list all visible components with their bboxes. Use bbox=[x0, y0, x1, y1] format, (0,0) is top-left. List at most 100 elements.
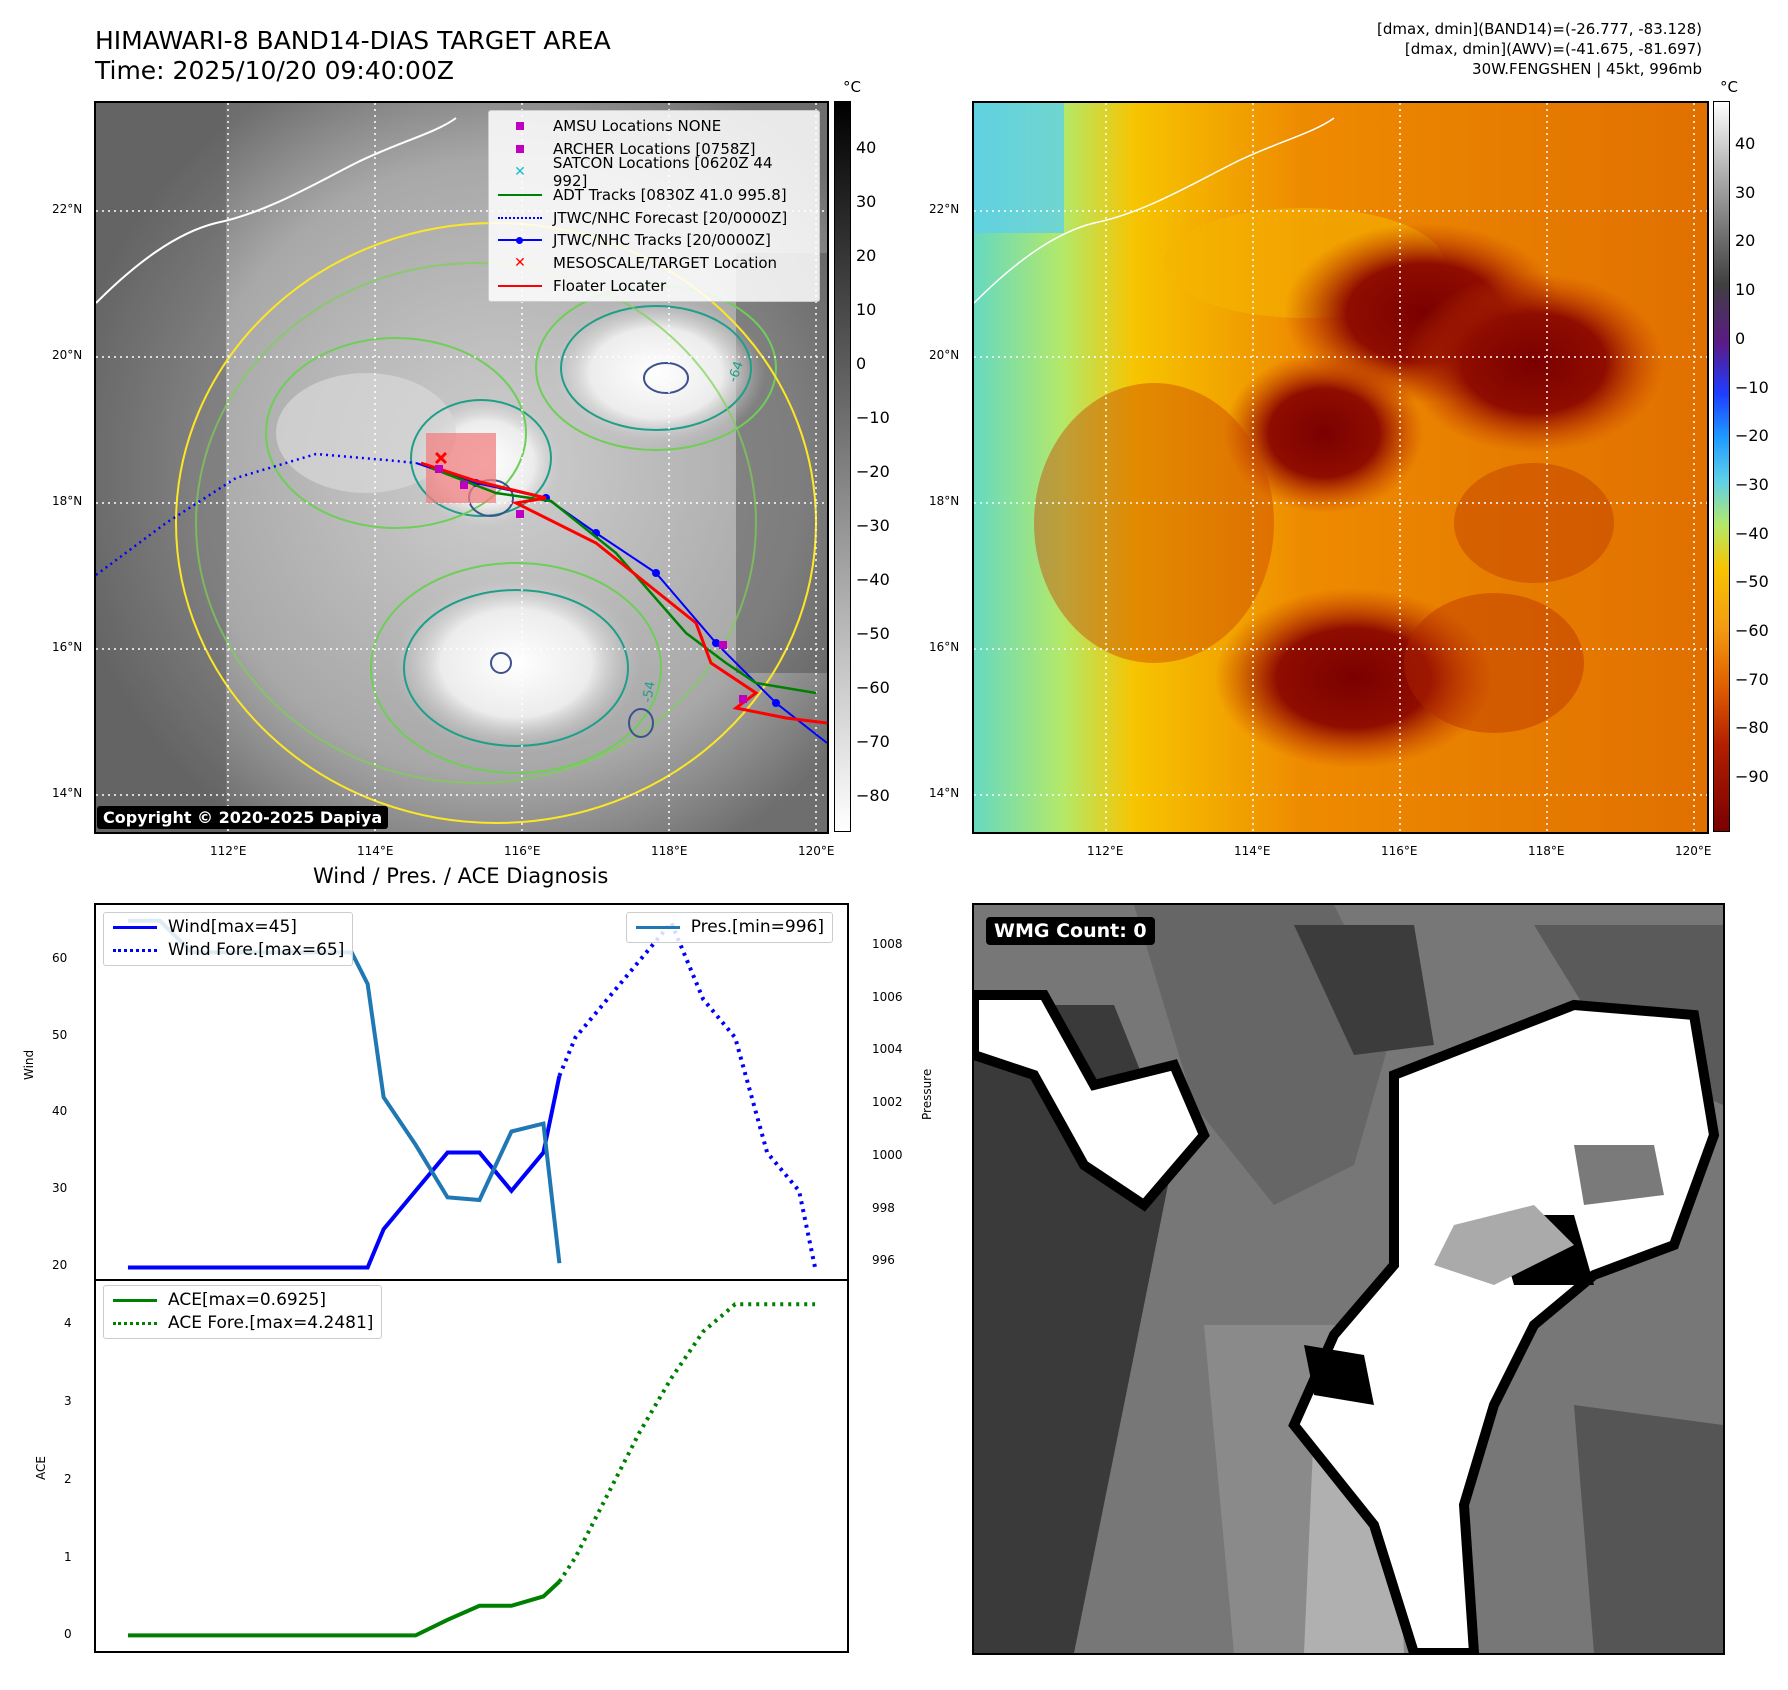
wind-tick-label: 20 bbox=[52, 1257, 68, 1272]
awv-colorbar-tick: −90 bbox=[1735, 767, 1769, 787]
lon-tick-label: 118°E bbox=[651, 844, 688, 858]
dotted-line-icon bbox=[113, 1321, 157, 1325]
ir-colorbar-tick: 0 bbox=[856, 354, 867, 373]
pressure-tick-label: 996 bbox=[872, 1253, 895, 1268]
dotted-line-icon bbox=[498, 216, 542, 219]
ir-colorbar-tick: −50 bbox=[856, 624, 890, 643]
pres-legend: Pres.[min=996] bbox=[625, 912, 833, 943]
awv-colorbar-tick: 20 bbox=[1735, 231, 1756, 251]
x-marker-icon: ✕ bbox=[514, 163, 526, 180]
lon-tick-label: 116°E bbox=[1381, 844, 1418, 858]
legend-ace-forecast: ACE Fore.[max=4.2481] bbox=[112, 1312, 373, 1335]
lon-tick-label: 120°E bbox=[1675, 844, 1712, 858]
lat-tick-label: 18°N bbox=[929, 494, 960, 508]
x-marker-icon: ✕ bbox=[514, 255, 526, 272]
ir-colorbar-tick: −60 bbox=[856, 678, 890, 697]
ir-colorbar-tick: −70 bbox=[856, 732, 890, 751]
lon-tick-label: 116°E bbox=[504, 844, 541, 858]
ace-forecast-line bbox=[557, 1302, 816, 1583]
wmg-panel: WMG Count: 0 bbox=[972, 903, 1725, 1655]
lat-tick-label: 22°N bbox=[929, 202, 960, 216]
target-location-marker bbox=[434, 451, 448, 465]
ir-colorbar bbox=[834, 101, 851, 832]
legend-wind-forecast: Wind Fore.[max=65] bbox=[112, 939, 344, 962]
archer-markers bbox=[435, 465, 747, 703]
contour-label-64: -64 bbox=[726, 359, 747, 384]
wind-pressure-panel: Wind[max=45] Wind Fore.[max=65] Pres.[mi… bbox=[94, 903, 849, 1281]
ace-tick-label: 4 bbox=[64, 1315, 72, 1330]
ir-colorbar-tick: −30 bbox=[856, 516, 890, 535]
info-band14: [dmax, dmin](BAND14)=(-26.777, -83.128) bbox=[1377, 20, 1702, 38]
pressure-tick-label: 1006 bbox=[872, 989, 903, 1004]
ir-map-panel: -64 -54 AMSU Locations NONE ARCHER Locat… bbox=[94, 101, 829, 834]
copyright-badge: Copyright © 2020-2025 Dapiya bbox=[97, 806, 389, 829]
ace-plot bbox=[127, 1302, 816, 1638]
line-marker-icon bbox=[635, 925, 680, 929]
wind-tick-label: 40 bbox=[52, 1104, 68, 1119]
ir-colorbar-tick: 10 bbox=[856, 300, 877, 319]
pressure-tick-label: 1000 bbox=[872, 1147, 903, 1162]
lat-tick-label: 16°N bbox=[52, 640, 83, 654]
legend-satcon: ✕ SATCON Locations [0620Z 44 992] bbox=[497, 154, 811, 190]
ir-colorbar-tick: 40 bbox=[856, 138, 877, 157]
ace-line bbox=[127, 1580, 561, 1638]
info-storm: 30W.FENGSHEN | 45kt, 996mb bbox=[1472, 60, 1702, 78]
lon-tick-label: 118°E bbox=[1528, 844, 1565, 858]
square-marker-icon bbox=[516, 122, 524, 131]
wind-forecast-line bbox=[557, 918, 818, 1268]
ace-tick-label: 3 bbox=[64, 1393, 72, 1408]
awv-colorbar-tick: −60 bbox=[1735, 621, 1769, 640]
pressure-tick-label: 998 bbox=[872, 1200, 895, 1215]
awv-colorbar-tick: 40 bbox=[1735, 134, 1756, 153]
wind-tick-label: 50 bbox=[52, 1027, 68, 1042]
awv-colorbar-tick: −40 bbox=[1735, 523, 1769, 543]
lon-tick-label: 112°E bbox=[1087, 844, 1124, 858]
pressure-tick-label: 1004 bbox=[872, 1042, 903, 1057]
legend-floater: Floater Locater bbox=[497, 275, 811, 298]
awv-colorbar-tick: 10 bbox=[1735, 280, 1756, 300]
lon-tick-label: 120°E bbox=[798, 844, 835, 858]
square-marker-icon bbox=[516, 145, 524, 154]
ace-tick-label: 2 bbox=[64, 1471, 72, 1486]
awv-colorbar-tick: −70 bbox=[1735, 669, 1769, 689]
line-marker-icon bbox=[113, 1298, 157, 1302]
ir-colorbar-tick: −10 bbox=[856, 408, 890, 427]
awv-colorbar bbox=[1713, 101, 1730, 832]
contour-label-54: -54 bbox=[640, 680, 658, 704]
awv-map-image bbox=[974, 103, 1707, 832]
figure-title: HIMAWARI-8 BAND14-DIAS TARGET AREA bbox=[95, 26, 611, 55]
lat-tick-label: 14°N bbox=[929, 786, 960, 800]
legend-adt: ADT Tracks [0830Z 41.0 995.8] bbox=[497, 183, 811, 206]
lon-tick-label: 114°E bbox=[1234, 844, 1271, 858]
ir-colorbar-tick: −20 bbox=[856, 462, 890, 481]
pressure-axis-label: Pressure bbox=[920, 1068, 934, 1120]
ace-axis-label: ACE bbox=[34, 1456, 48, 1480]
info-awv: [dmax, dmin](AWV)=(-41.675, -81.697) bbox=[1404, 40, 1702, 58]
awv-colorbar-tick: −30 bbox=[1735, 474, 1769, 494]
pressure-tick-label: 1002 bbox=[872, 1095, 903, 1110]
line-marker-icon bbox=[498, 193, 542, 196]
awv-colorbar-tick: 30 bbox=[1735, 182, 1756, 202]
jtwc-track bbox=[415, 462, 827, 744]
legend-jtwc-tracks: JTWC/NHC Tracks [20/0000Z] bbox=[497, 229, 811, 252]
legend-mesoscale: ✕ MESOSCALE/TARGET Location bbox=[497, 252, 811, 275]
ir-colorbar-tick: −80 bbox=[856, 786, 890, 805]
legend-pres: Pres.[min=996] bbox=[635, 916, 824, 939]
ir-colorbar-tick: −40 bbox=[856, 570, 890, 589]
lat-tick-label: 20°N bbox=[52, 348, 83, 362]
legend-amsu: AMSU Locations NONE bbox=[497, 115, 811, 138]
awv-colorbar-unit: °C bbox=[1720, 78, 1738, 96]
ace-legend: ACE[max=0.6925] ACE Fore.[max=4.2481] bbox=[103, 1285, 383, 1339]
awv-map-panel bbox=[972, 101, 1709, 834]
ace-panel: ACE[max=0.6925] ACE Fore.[max=4.2481] bbox=[94, 1277, 849, 1653]
lat-tick-label: 16°N bbox=[929, 640, 960, 654]
line-marker-icon bbox=[113, 925, 157, 929]
awv-colorbar-tick: 0 bbox=[1735, 328, 1746, 348]
legend-wind: Wind[max=45] bbox=[112, 916, 344, 939]
lat-tick-label: 20°N bbox=[929, 348, 960, 362]
line-marker-icon bbox=[498, 284, 542, 287]
ir-colorbar-tick: 30 bbox=[856, 192, 877, 211]
pressure-tick-label: 1008 bbox=[872, 937, 903, 952]
awv-colorbar-tick: −20 bbox=[1735, 426, 1769, 446]
wind-tick-label: 60 bbox=[52, 950, 68, 965]
